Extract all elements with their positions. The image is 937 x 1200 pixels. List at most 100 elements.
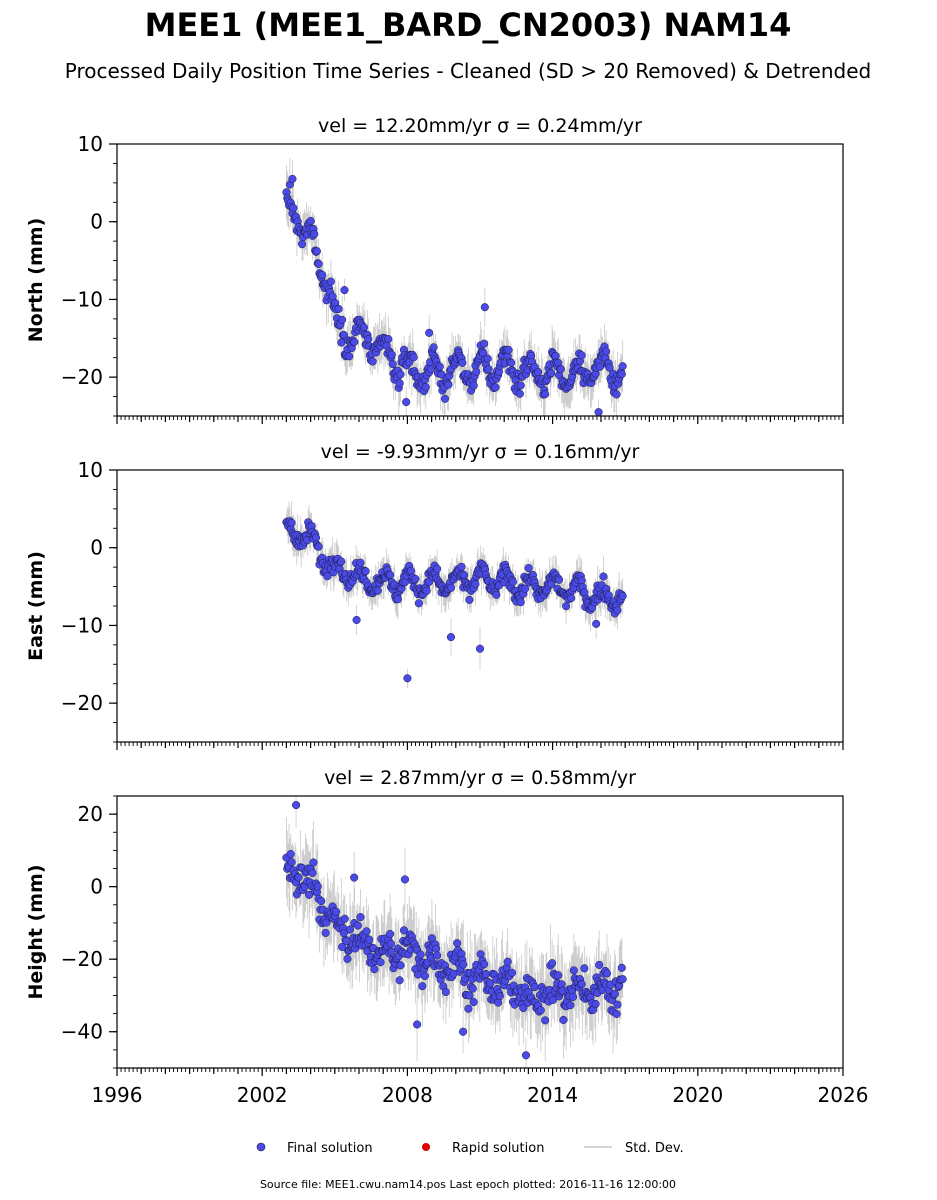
north-data-point [338, 315, 347, 324]
height-data-point [595, 960, 604, 969]
north-data-point [288, 174, 297, 184]
north-data-point [484, 365, 493, 374]
height-data-point [548, 995, 558, 1004]
east-data-point [618, 592, 627, 601]
height-data-point [503, 957, 512, 966]
north-data-point [534, 368, 543, 377]
height-y-tick-label: 20 [78, 802, 103, 826]
height-data-point [559, 1015, 568, 1024]
legend-final-label: Final solution [287, 1141, 373, 1156]
height-data-point [343, 954, 352, 963]
north-data-point [458, 358, 467, 367]
east-data-point [386, 570, 395, 579]
east-data-point [599, 572, 608, 581]
north-data-point [617, 370, 626, 379]
east-y-tick-label: −20 [61, 691, 103, 715]
height-data-point [618, 975, 627, 984]
legend-stddev-label: Std. Dev. [625, 1141, 684, 1156]
east-data-point [613, 606, 622, 615]
height-x-tick-label: 2002 [237, 1083, 288, 1107]
north-panel: vel = 12.20mm/yr σ = 0.24mm/yr North (mm… [25, 115, 844, 424]
height-data-point [286, 849, 295, 859]
height-data-point [356, 913, 365, 922]
height-data-point [353, 921, 362, 930]
east-data-point [287, 518, 296, 527]
east-y-tick-label: 0 [90, 536, 103, 560]
height-y-tick-label: −20 [61, 947, 103, 971]
north-panel-title: vel = 12.20mm/yr σ = 0.24mm/yr [318, 115, 642, 137]
north-y-tick-label: 0 [90, 210, 103, 234]
height-y-tick-label: 0 [90, 875, 103, 899]
height-data-point [453, 939, 462, 948]
north-data-point [612, 390, 621, 399]
height-data-point [386, 929, 395, 939]
north-data-point [340, 286, 349, 295]
east-data-point [393, 595, 402, 604]
north-y-tick-label: −10 [61, 287, 103, 311]
height-data-point [332, 907, 341, 916]
height-data-point [554, 971, 563, 980]
north-data-point [618, 362, 627, 371]
height-data-point [308, 868, 317, 877]
east-panel: vel = -9.93mm/yr σ = 0.16mm/yr East (mm)… [25, 441, 844, 750]
east-data-point [457, 562, 466, 571]
height-data-point [362, 927, 371, 936]
height-data-point [566, 1001, 575, 1010]
east-data-point [414, 599, 423, 608]
height-data-point [495, 991, 504, 1001]
east-data-point [447, 583, 456, 592]
height-data-point [309, 858, 318, 867]
height-data-point [317, 897, 326, 906]
height-data-point [459, 960, 468, 969]
north-data-point [605, 363, 614, 372]
height-ylabel: Height (mm) [25, 864, 47, 999]
height-data-point [365, 935, 374, 944]
height-data-point [464, 1004, 473, 1013]
north-data-point [472, 367, 481, 376]
north-y-tick-label: −20 [61, 365, 103, 389]
height-data-point [294, 873, 303, 882]
height-axes-frame [116, 795, 844, 1069]
north-data-point [334, 304, 343, 313]
north-data-point [368, 357, 377, 366]
height-data-point [617, 963, 626, 972]
east-data-point [406, 566, 416, 575]
east-data-point [361, 567, 370, 576]
east-data-point [314, 542, 323, 551]
north-data-point [350, 337, 359, 347]
east-data-point [311, 533, 321, 542]
east-data-point [433, 564, 442, 573]
height-data-point [400, 875, 410, 884]
north-data-point [421, 383, 430, 392]
height-x-tick-label: 1996 [92, 1083, 143, 1107]
north-data-point [339, 330, 348, 340]
height-plot-area [282, 796, 627, 1068]
north-data-point [516, 381, 525, 390]
east-panel-title: vel = -9.93mm/yr σ = 0.16mm/yr [321, 441, 640, 463]
legend-final-marker [256, 1142, 266, 1152]
north-data-point [491, 383, 500, 392]
height-x-tick-label: 2026 [818, 1083, 869, 1107]
height-data-point [395, 976, 404, 985]
height-y-tick-label: −40 [61, 1020, 103, 1044]
east-data-point [508, 577, 517, 586]
north-data-point [444, 380, 453, 389]
height-data-point [420, 971, 429, 981]
height-data-point [459, 1027, 468, 1036]
figure-title: MEE1 (MEE1_BARD_CN2003) NAM14 [145, 6, 792, 44]
east-data-point [567, 594, 576, 603]
north-data-point [318, 270, 327, 279]
height-data-point [350, 873, 359, 882]
height-data-point [548, 959, 557, 968]
east-data-point [411, 574, 420, 583]
north-data-point [402, 397, 411, 407]
height-data-point [577, 980, 586, 989]
north-data-point [547, 368, 556, 378]
north-data-point [359, 323, 368, 332]
north-data-point [384, 335, 393, 344]
north-data-point [312, 247, 321, 256]
height-data-point [536, 1006, 545, 1015]
north-data-point [345, 352, 354, 361]
height-data-point [610, 989, 619, 999]
